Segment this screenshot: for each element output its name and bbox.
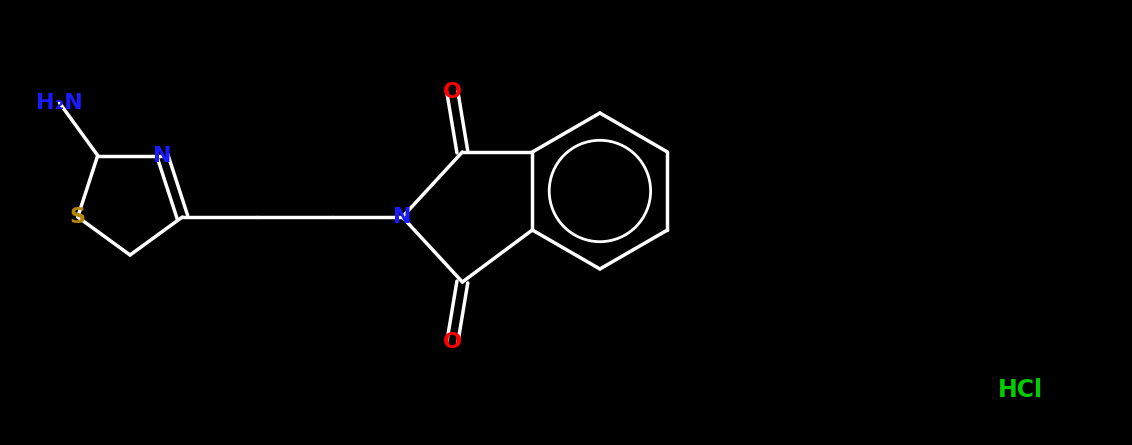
Text: S: S	[70, 207, 86, 227]
Text: N: N	[393, 207, 412, 227]
Text: H₂N: H₂N	[36, 93, 83, 113]
Text: N: N	[153, 146, 172, 166]
Text: O: O	[443, 82, 462, 102]
Text: HCl: HCl	[997, 378, 1043, 402]
Text: O: O	[443, 332, 462, 352]
